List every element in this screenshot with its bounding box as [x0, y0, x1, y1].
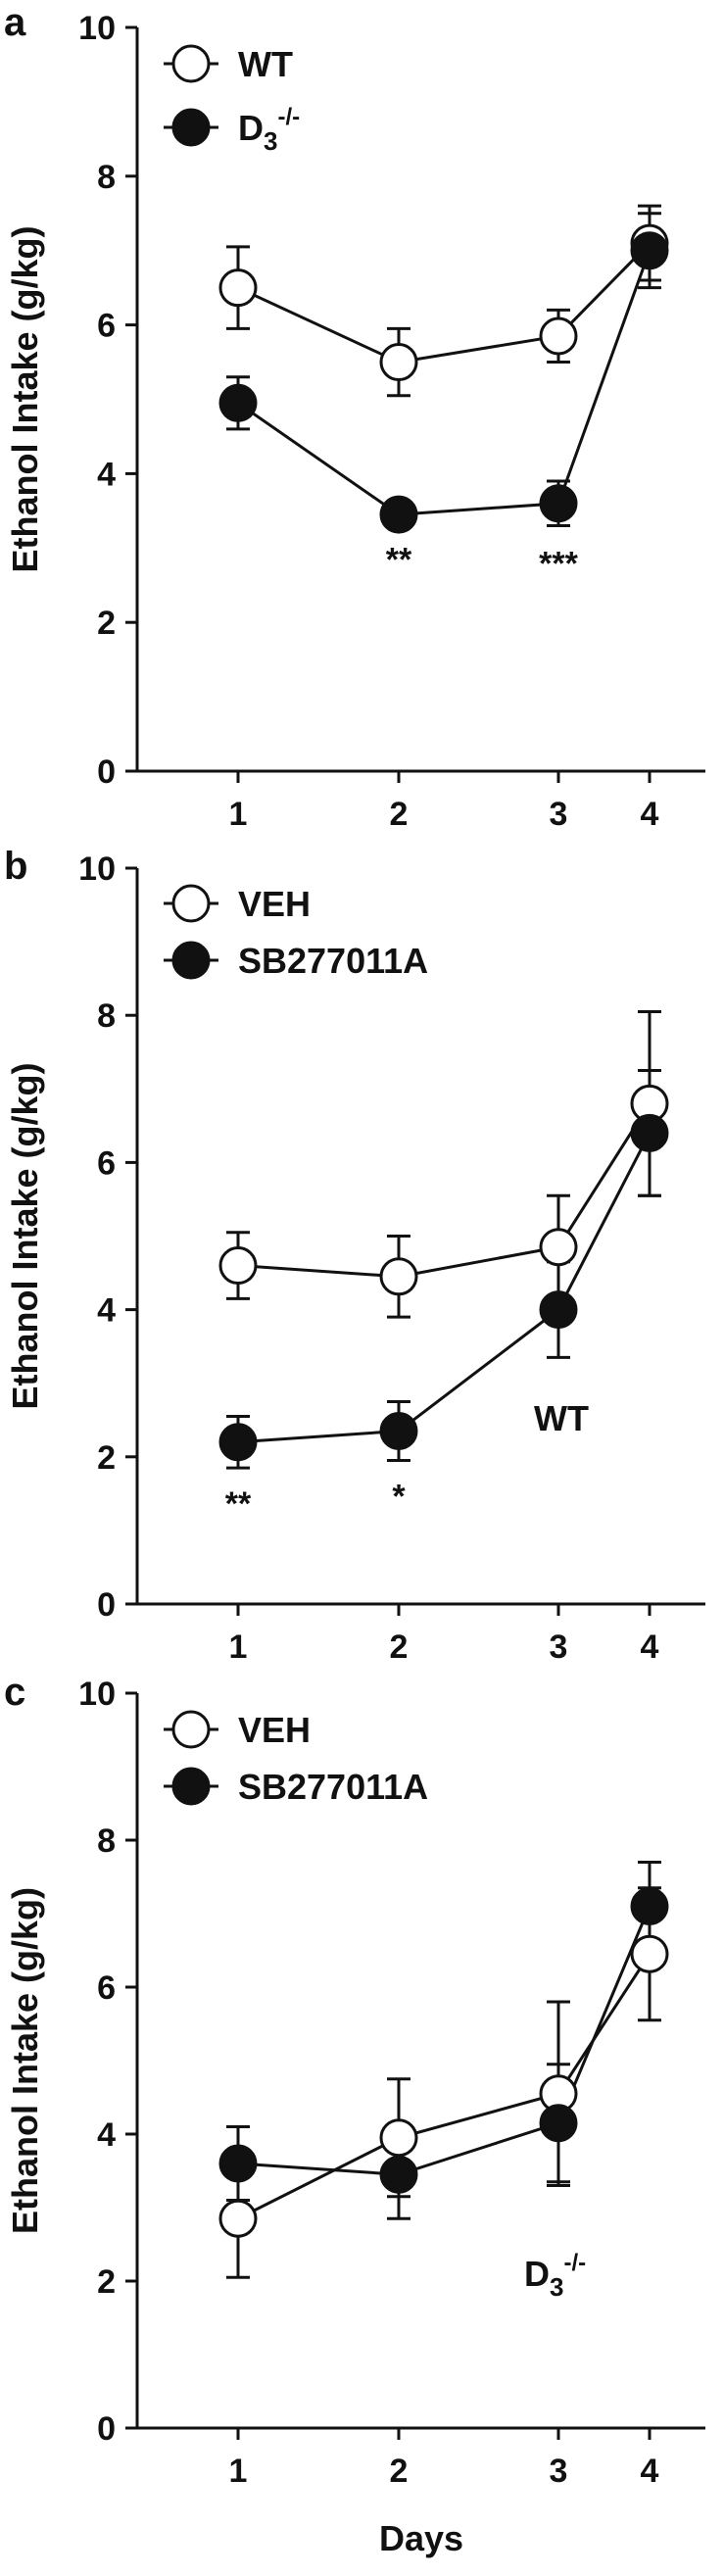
group-annotation: WT: [534, 1398, 589, 1438]
y-tick-label: 8: [97, 159, 116, 196]
data-point-filled: [218, 1423, 258, 1462]
legend-marker-open: [171, 884, 211, 923]
x-tick-label: 1: [229, 1628, 248, 1666]
series-line: [237, 1102, 652, 1279]
series-line: [237, 1953, 652, 2220]
y-tick-label: 10: [78, 851, 116, 888]
y-axis-label: Ethanol Intake (g/kg): [5, 1062, 45, 1409]
x-tick-label: 4: [641, 2453, 659, 2490]
x-tick-label: 1: [229, 2453, 248, 2490]
data-point-filled: [379, 495, 418, 534]
y-tick-label: 4: [97, 2116, 116, 2154]
y-tick-label: 2: [97, 2263, 116, 2301]
x-tick-label: 3: [550, 2453, 568, 2490]
data-point-open: [218, 2199, 258, 2238]
x-tick-label: 4: [641, 1628, 659, 1666]
data-point-open: [539, 1228, 578, 1267]
x-tick-label: 2: [390, 2453, 409, 2490]
y-tick-label: 0: [97, 753, 116, 791]
x-axis-label: Days: [379, 2518, 463, 2558]
x-tick-label: 2: [390, 1628, 409, 1666]
significance-marker: **: [386, 542, 412, 579]
legend-marker-filled: [171, 1767, 211, 1806]
data-point-open: [379, 343, 418, 382]
group-annotation: D3-/-: [524, 2250, 586, 2302]
y-tick-label: 6: [97, 308, 116, 345]
y-tick-label: 4: [97, 456, 116, 493]
data-point-filled: [379, 1412, 418, 1451]
data-point-open: [630, 1934, 669, 1973]
series-filled: [226, 212, 661, 528]
data-point-filled: [539, 2104, 578, 2143]
panel-letter: a: [4, 1, 26, 44]
legend-marker-filled: [171, 108, 211, 147]
series-open: [226, 204, 661, 398]
series-line: [237, 242, 652, 365]
y-tick-label: 0: [97, 2410, 116, 2448]
x-tick-label: 2: [390, 796, 409, 833]
y-tick-label: 2: [97, 605, 116, 642]
series-line: [237, 250, 652, 516]
data-point-open: [218, 268, 258, 308]
significance-marker: **: [225, 1485, 252, 1523]
data-point-filled: [630, 1887, 669, 1925]
data-point-filled: [539, 1290, 578, 1330]
y-tick-label: 8: [97, 997, 116, 1035]
series-line: [237, 1132, 652, 1444]
data-point-filled: [218, 2144, 258, 2183]
series-line: [237, 1905, 652, 2176]
series-open: [226, 1009, 661, 1319]
x-tick-label: 4: [641, 796, 659, 833]
data-point-filled: [630, 1113, 669, 1152]
legend-marker-filled: [171, 941, 211, 980]
panel-letter: b: [4, 845, 27, 888]
legend-label: SB277011A: [238, 1767, 428, 1807]
y-tick-label: 10: [78, 1676, 116, 1713]
y-tick-label: 2: [97, 1439, 116, 1477]
legend-label: VEH: [238, 884, 311, 924]
data-point-filled: [630, 231, 669, 270]
y-tick-label: 10: [78, 10, 116, 47]
y-axis-label: Ethanol Intake (g/kg): [5, 225, 45, 572]
data-point-open: [539, 316, 578, 356]
data-point-filled: [379, 2155, 418, 2194]
data-point-filled: [218, 383, 258, 422]
data-point-filled: [539, 484, 578, 523]
series-filled: [226, 1861, 661, 2220]
y-tick-label: 6: [97, 1969, 116, 2007]
significance-marker: *: [392, 1479, 406, 1516]
significance-marker: ***: [539, 546, 578, 583]
y-axis-label: Ethanol Intake (g/kg): [5, 1887, 45, 2234]
y-tick-label: 6: [97, 1144, 116, 1182]
legend-marker-open: [171, 1710, 211, 1749]
data-point-open: [218, 1246, 258, 1286]
y-tick-label: 8: [97, 1823, 116, 1860]
legend-label: WT: [238, 44, 293, 84]
legend-label: VEH: [238, 1710, 311, 1750]
x-tick-label: 3: [550, 1628, 568, 1666]
legend-marker-open: [171, 44, 211, 83]
data-point-open: [379, 1257, 418, 1296]
x-tick-label: 3: [550, 796, 568, 833]
y-tick-label: 4: [97, 1292, 116, 1330]
panel-letter: c: [4, 1671, 25, 1714]
series-open: [226, 1886, 661, 2279]
data-point-open: [379, 2118, 418, 2158]
x-tick-label: 1: [229, 796, 248, 833]
legend-label: D3-/-: [238, 104, 300, 156]
y-tick-label: 0: [97, 1586, 116, 1624]
legend-label: SB277011A: [238, 941, 428, 981]
